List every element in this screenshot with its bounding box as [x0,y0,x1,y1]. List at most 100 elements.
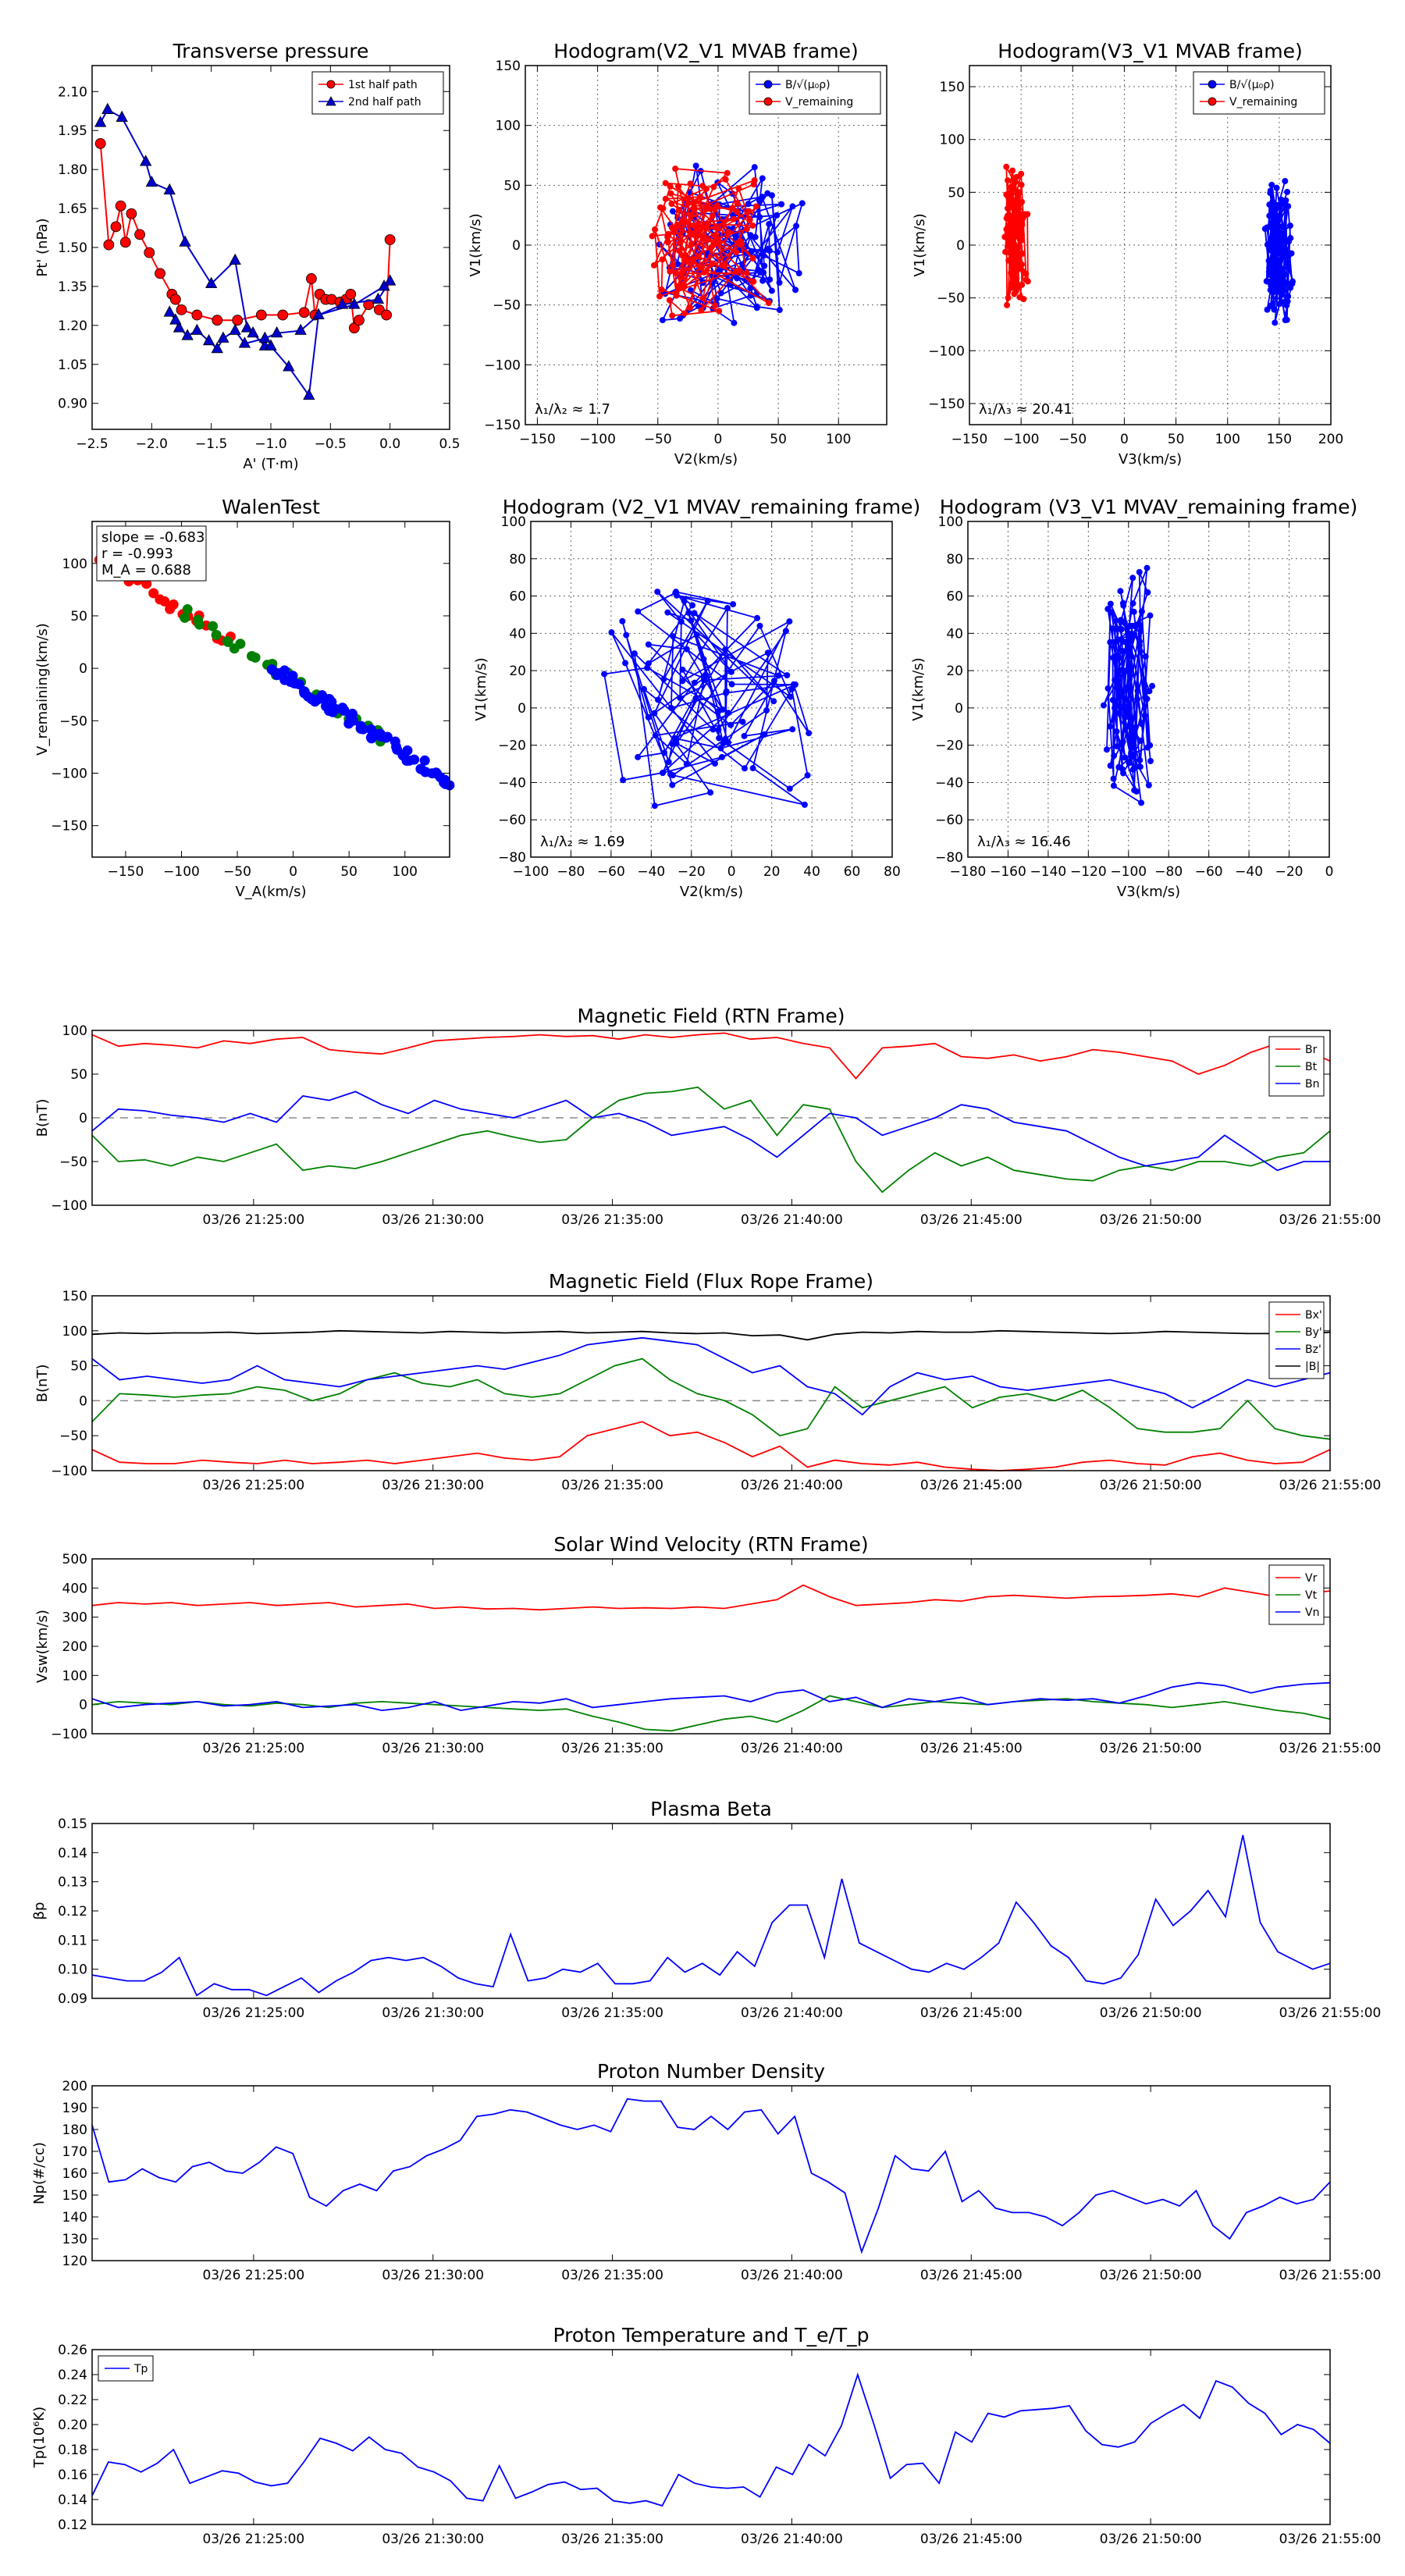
hodogram-point [645,713,652,720]
x-tick-label: 150 [1267,432,1292,447]
x-tick-label: 20 [763,864,781,880]
hodogram-point [745,208,752,215]
hodogram-point [1272,264,1279,271]
time-tick-label: 03/26 21:35:00 [561,2532,663,2547]
y-tick-label: 0.12 [58,2517,87,2533]
hodogram-point [1136,642,1143,649]
hodogram-point [678,618,685,625]
hodogram-point [743,269,750,276]
data-point [277,309,289,321]
hodogram-point [1269,198,1276,205]
y-tick-label: 0.16 [58,2467,87,2483]
chart-mag_rtn: −100 −50 0 50 100 Magnetic Field (RTN Frame) B… [34,1005,1381,1228]
hodogram-point [1144,589,1151,596]
hodogram-point [1119,693,1126,700]
time-tick-label: 03/26 21:45:00 [920,2005,1023,2021]
hodogram-point [660,676,667,683]
hodogram-point [789,203,796,210]
x-tick-label: −2.5 [76,436,108,452]
y-axis-label: V1(km/s) [468,213,484,276]
data-point [173,321,186,333]
y-tick-label: 100 [62,557,87,572]
hodogram-point [750,278,757,285]
y-tick-label: 50 [503,178,521,194]
time-tick-label: 03/26 21:40:00 [741,1741,843,1756]
hodogram-point [1004,301,1011,308]
hodogram-point [743,226,750,233]
hodogram-point [1284,188,1291,195]
hodogram-point [1147,612,1154,619]
hodogram-point [1132,724,1139,731]
hodogram-point [693,632,700,639]
chart-title: Hodogram(V3_V1 MVAB frame) [998,40,1302,62]
hodogram-point [804,772,811,779]
hodogram-point [1123,713,1130,720]
hodogram-point [645,641,652,648]
hodogram-point [713,225,720,232]
hodogram-point [727,721,735,728]
walen-point [222,636,233,647]
data-point [94,137,106,149]
plot-frame [91,1030,1331,1206]
hodogram-point [1276,301,1283,308]
hodogram-point [799,200,806,207]
hodogram-point [1012,249,1019,256]
time-tick-label: 03/26 21:35:00 [561,1212,663,1228]
hodogram-point [1267,222,1274,229]
hodogram-point [1272,227,1279,234]
data-point [115,200,126,212]
data-point [354,315,365,326]
hodogram-point [684,258,691,265]
time-tick-label: 03/26 21:30:00 [382,1478,484,1493]
chart-vsw: −100 0 100 200 300 400 500 Solar Wind Velocity … [34,1533,1381,1756]
x-tick-label: −100 [1110,864,1147,880]
hodogram-point [749,255,756,262]
y-tick-label: 200 [62,2079,87,2094]
hodogram-point [1107,639,1114,646]
hodogram-point [659,317,666,324]
hodogram-point [1122,754,1129,761]
y-tick-label: −50 [493,298,521,314]
hodogram-point [768,287,775,294]
hodogram-point [690,258,697,265]
legend-label: Vn [1305,1606,1319,1619]
hodogram-point [1129,575,1136,582]
time-tick-label: 03/26 21:55:00 [1279,1478,1382,1493]
y-tick-label: 0.24 [58,2368,87,2383]
hodogram-point [741,765,748,772]
hodogram-point [1111,753,1118,760]
hodogram-point [790,681,797,688]
y-tick-label: 100 [62,1023,87,1039]
hodogram-point [731,215,738,222]
hodogram-point [1107,762,1114,769]
data-point [372,292,385,304]
hodogram-point [679,666,686,673]
hodogram-point [1110,775,1117,782]
hodogram-point [707,789,714,796]
hodogram-point [679,678,686,685]
hodogram-point [1012,221,1019,228]
y-tick-label: 40 [509,626,526,642]
hodogram-point [1265,258,1272,265]
hodogram-point [761,262,768,269]
hodogram-point [1126,760,1133,767]
hodogram-point [723,689,730,696]
hodogram-point [1124,685,1131,692]
data-point [306,273,317,284]
hodogram-point [1103,746,1110,753]
hodogram-point [1021,211,1028,218]
time-tick-label: 03/26 21:40:00 [741,1212,843,1228]
y-tick-label: −80 [498,850,526,866]
chart-title: Proton Number Density [597,2060,825,2083]
hodogram-point [1138,799,1145,806]
hodogram-point [1267,268,1274,275]
hodogram-point [718,753,725,760]
hodogram-point [725,710,732,717]
hodogram-point [1017,250,1024,257]
hodogram-point [694,253,701,260]
hodogram-point [691,610,698,617]
data-point [211,341,223,354]
y-tick-label: 0 [79,661,87,677]
y-axis-label: V_remaining(km/s) [34,623,51,756]
hodogram-point [735,185,742,192]
